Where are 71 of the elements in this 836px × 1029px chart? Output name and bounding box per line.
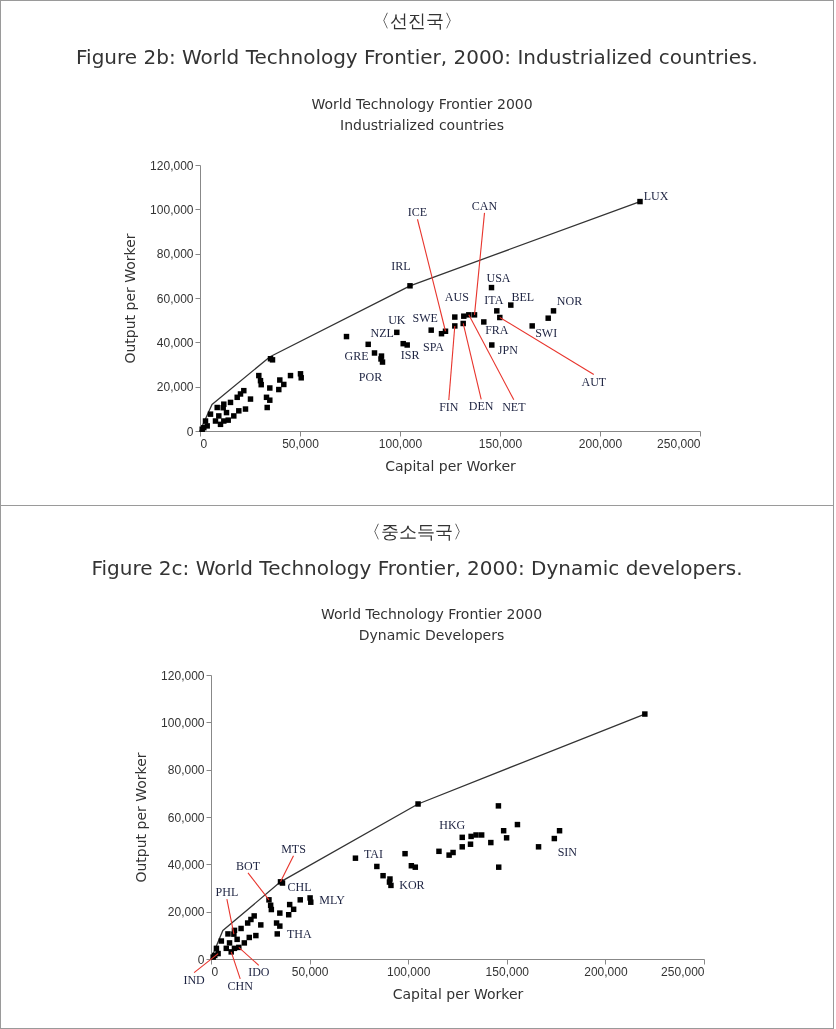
- y-tick-label: 20,000: [167, 905, 205, 920]
- y-tick-label: 60,000: [167, 810, 205, 825]
- annotation: SWE: [412, 311, 438, 326]
- annotation: JPN: [497, 342, 519, 357]
- x-tick-label: 150,000: [478, 436, 523, 451]
- annotation: IND: [183, 972, 206, 987]
- annotation: SIN: [557, 844, 578, 859]
- annotation: HKG: [439, 818, 466, 833]
- x-tick-label: 250,000: [661, 964, 705, 979]
- chart-subtitle: World Technology Frontier 2000 Dynamic Developers: [320, 606, 543, 643]
- annotation: PHL: [215, 885, 239, 900]
- y-tick-label: 80,000: [167, 763, 205, 778]
- annotation: BEL: [511, 290, 535, 305]
- annotation: CAN: [471, 198, 498, 213]
- annotation: ICE: [407, 205, 428, 220]
- annotation: NOR: [556, 293, 583, 308]
- annotation: AUT: [581, 374, 607, 389]
- annotation: USA: [486, 270, 511, 285]
- y-tick-label: 40,000: [156, 335, 194, 350]
- annotation: ISR: [400, 347, 420, 362]
- annotation: POR: [358, 370, 383, 385]
- annotation: GRE: [344, 349, 369, 364]
- annotation: ITA: [484, 292, 504, 307]
- chart-subtitle: World Technology Frontier 2000 Industrialized countries: [311, 96, 533, 133]
- annotation: AUS: [444, 290, 469, 305]
- annotation: DEN: [468, 399, 494, 414]
- y-tick-label: 20,000: [156, 380, 194, 395]
- annotation: FIN: [439, 399, 459, 414]
- annotation: THA: [286, 926, 312, 941]
- annotation: SWI: [535, 325, 558, 340]
- annotation: IDO: [248, 965, 270, 980]
- annotation: TAI: [363, 847, 383, 862]
- text: 〈선진국〉: [371, 9, 463, 33]
- x-axis-title: Capital per Worker: [385, 457, 517, 474]
- chart-title: Figure 2c: World Technology Frontier, 2000: Dynamic developers.: [90, 556, 744, 580]
- y-tick-label: 0: [186, 424, 194, 439]
- annotation: CHN: [227, 978, 254, 993]
- annotation: FRA: [485, 322, 509, 337]
- annotation: NET: [502, 399, 527, 414]
- chart-title: Figure 2b: World Technology Frontier, 2000: Industrialized countries.: [75, 45, 759, 69]
- x-tick-label: 100,000: [387, 964, 431, 979]
- annotation: MTS: [281, 841, 306, 856]
- annotation: LUX: [643, 188, 669, 203]
- annotation: NZL: [370, 326, 394, 341]
- x-tick-label: 150,000: [485, 964, 530, 979]
- x-tick-label: 50,000: [291, 964, 329, 979]
- annotation: BOT: [235, 858, 261, 873]
- y-tick-label: 120,000: [161, 668, 205, 683]
- y-tick-label: 0: [197, 952, 205, 967]
- x-tick-label: 250,000: [657, 436, 701, 451]
- x-tick-label: 0: [211, 964, 219, 979]
- annotation: IRL: [391, 258, 411, 273]
- y-axis-title: Output per Worker: [133, 752, 150, 883]
- annotation: SPA: [423, 339, 445, 354]
- x-tick-label: 200,000: [578, 436, 623, 451]
- x-tick-label: 200,000: [584, 964, 628, 979]
- y-axis-title: Output per Worker: [122, 233, 139, 364]
- annotation: UK: [388, 313, 406, 328]
- y-tick-label: 100,000: [150, 202, 194, 217]
- y-tick-label: 100,000: [161, 715, 205, 730]
- y-tick-label: 80,000: [156, 247, 194, 262]
- annotation: CHL: [287, 880, 312, 895]
- y-tick-label: 120,000: [150, 158, 194, 173]
- annotation: KOR: [399, 878, 425, 893]
- x-tick-label: 50,000: [282, 436, 320, 451]
- y-tick-label: 40,000: [167, 857, 205, 872]
- y-tick-label: 60,000: [156, 291, 194, 306]
- text: 〈중소득국〉: [362, 520, 472, 544]
- x-tick-label: 100,000: [378, 436, 423, 451]
- x-axis-title: Capital per Worker: [392, 985, 524, 1002]
- annotation: MLY: [319, 892, 346, 907]
